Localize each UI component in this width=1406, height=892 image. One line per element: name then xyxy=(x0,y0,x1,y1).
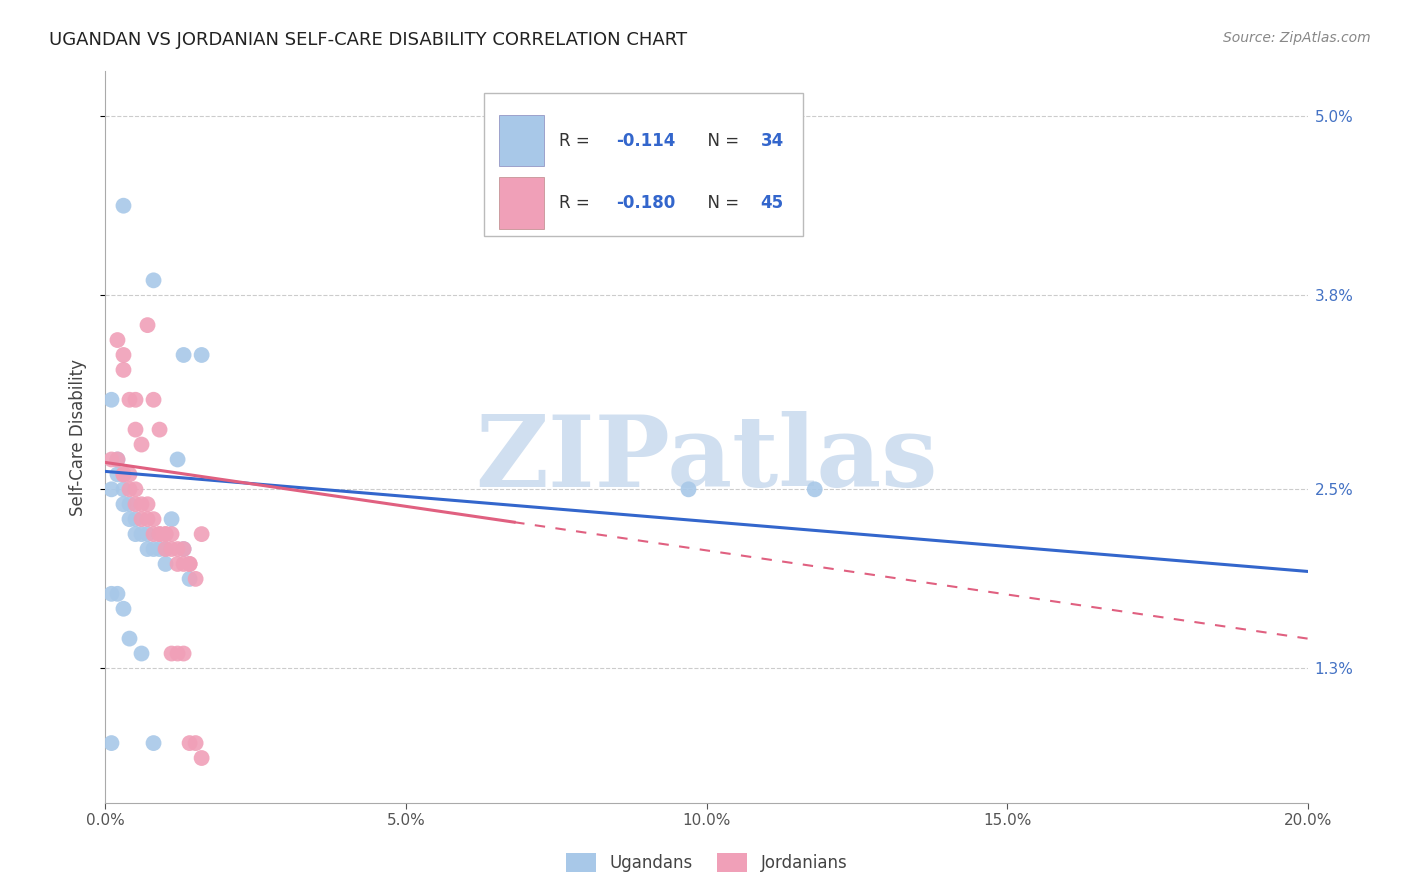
Text: N =: N = xyxy=(697,194,744,212)
Point xyxy=(173,557,195,571)
Text: Source: ZipAtlas.com: Source: ZipAtlas.com xyxy=(1223,31,1371,45)
Legend: Ugandans, Jordanians: Ugandans, Jordanians xyxy=(560,846,853,879)
Text: -0.114: -0.114 xyxy=(616,132,676,150)
FancyBboxPatch shape xyxy=(499,115,544,167)
Text: ZIPatlas: ZIPatlas xyxy=(475,410,938,508)
Point xyxy=(118,512,141,526)
Point xyxy=(124,527,146,541)
Point xyxy=(155,527,177,541)
Point xyxy=(142,273,165,287)
Point xyxy=(100,452,122,467)
Point xyxy=(142,512,165,526)
Point xyxy=(112,497,135,511)
Point xyxy=(136,527,159,541)
Text: 45: 45 xyxy=(761,194,783,212)
Point xyxy=(112,601,135,615)
Point xyxy=(112,348,135,362)
Point xyxy=(136,542,159,557)
Point xyxy=(173,542,195,557)
Point xyxy=(148,527,170,541)
Point xyxy=(107,467,129,482)
Point xyxy=(136,512,159,526)
Point xyxy=(112,199,135,213)
Point xyxy=(124,497,146,511)
Point xyxy=(142,527,165,541)
Point xyxy=(112,467,135,482)
Point xyxy=(100,587,122,601)
Point xyxy=(166,557,188,571)
Point xyxy=(160,647,183,661)
Text: R =: R = xyxy=(558,194,595,212)
Point xyxy=(131,437,153,451)
Point xyxy=(118,467,141,482)
Point xyxy=(190,348,212,362)
Point xyxy=(142,542,165,557)
Y-axis label: Self-Care Disability: Self-Care Disability xyxy=(69,359,87,516)
Point xyxy=(173,348,195,362)
Text: R =: R = xyxy=(558,132,595,150)
Point xyxy=(118,483,141,497)
Point xyxy=(166,542,188,557)
Point xyxy=(155,542,177,557)
Point xyxy=(155,542,177,557)
Point xyxy=(112,363,135,377)
Point xyxy=(131,527,153,541)
Point xyxy=(190,751,212,765)
Point xyxy=(190,527,212,541)
Point xyxy=(118,497,141,511)
Point xyxy=(179,557,201,571)
FancyBboxPatch shape xyxy=(484,94,803,235)
Point xyxy=(136,497,159,511)
Point xyxy=(184,736,207,750)
Point xyxy=(160,512,183,526)
Text: -0.180: -0.180 xyxy=(616,194,676,212)
Point xyxy=(100,392,122,407)
Point xyxy=(100,736,122,750)
Point xyxy=(142,736,165,750)
Point xyxy=(148,527,170,541)
Point xyxy=(118,632,141,646)
Point xyxy=(142,392,165,407)
Point xyxy=(131,647,153,661)
Point xyxy=(148,423,170,437)
Point xyxy=(124,512,146,526)
Point xyxy=(173,542,195,557)
Point xyxy=(179,557,201,571)
Point xyxy=(184,572,207,586)
Point xyxy=(179,572,201,586)
Point xyxy=(173,647,195,661)
Point xyxy=(131,512,153,526)
FancyBboxPatch shape xyxy=(499,178,544,228)
Point xyxy=(803,483,825,497)
Point xyxy=(107,452,129,467)
Point xyxy=(118,392,141,407)
Text: N =: N = xyxy=(697,132,744,150)
Point xyxy=(179,736,201,750)
Point xyxy=(124,392,146,407)
Point xyxy=(155,527,177,541)
Point xyxy=(112,467,135,482)
Point xyxy=(160,542,183,557)
Point xyxy=(107,587,129,601)
Text: UGANDAN VS JORDANIAN SELF-CARE DISABILITY CORRELATION CHART: UGANDAN VS JORDANIAN SELF-CARE DISABILIT… xyxy=(49,31,688,49)
Point xyxy=(148,542,170,557)
Point xyxy=(112,483,135,497)
Point xyxy=(124,483,146,497)
Point xyxy=(107,333,129,347)
Point xyxy=(160,527,183,541)
Point xyxy=(124,423,146,437)
Point xyxy=(131,497,153,511)
Point xyxy=(678,483,700,497)
Point xyxy=(166,647,188,661)
Point xyxy=(136,318,159,332)
Point xyxy=(107,452,129,467)
Point xyxy=(100,483,122,497)
Point xyxy=(155,557,177,571)
Text: 34: 34 xyxy=(761,132,785,150)
Point xyxy=(166,452,188,467)
